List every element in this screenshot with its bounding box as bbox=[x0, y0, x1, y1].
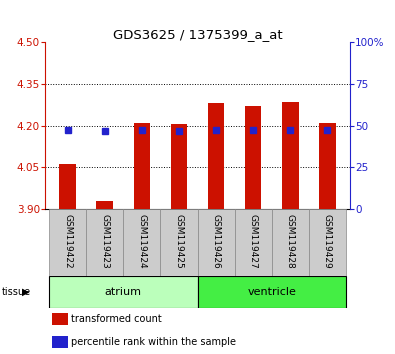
Bar bbox=[134, 123, 150, 209]
Text: transformed count: transformed count bbox=[71, 314, 162, 324]
Text: GSM119425: GSM119425 bbox=[175, 214, 183, 269]
Bar bbox=[319, 123, 336, 209]
Bar bbox=[198, 276, 346, 308]
Bar bbox=[49, 276, 198, 308]
Bar bbox=[309, 209, 346, 276]
Bar bbox=[86, 209, 123, 276]
Bar bbox=[198, 209, 235, 276]
Text: GSM119429: GSM119429 bbox=[323, 214, 332, 269]
Text: GSM119422: GSM119422 bbox=[63, 214, 72, 268]
Bar bbox=[123, 209, 160, 276]
Bar bbox=[51, 336, 68, 348]
Bar bbox=[208, 103, 224, 209]
Text: GSM119423: GSM119423 bbox=[100, 214, 109, 269]
Bar bbox=[282, 102, 299, 209]
Bar bbox=[49, 209, 86, 276]
Title: GDS3625 / 1375399_a_at: GDS3625 / 1375399_a_at bbox=[113, 28, 282, 41]
Text: ▶: ▶ bbox=[22, 287, 29, 297]
Bar bbox=[272, 209, 309, 276]
Text: tissue: tissue bbox=[2, 287, 31, 297]
Text: atrium: atrium bbox=[105, 287, 142, 297]
Text: GSM119424: GSM119424 bbox=[137, 214, 147, 268]
Text: GSM119426: GSM119426 bbox=[212, 214, 220, 269]
Bar bbox=[245, 106, 261, 209]
Text: percentile rank within the sample: percentile rank within the sample bbox=[71, 337, 236, 347]
Bar bbox=[59, 165, 76, 209]
Text: ventricle: ventricle bbox=[247, 287, 296, 297]
Bar bbox=[160, 209, 198, 276]
Text: GSM119427: GSM119427 bbox=[248, 214, 258, 269]
Bar bbox=[96, 200, 113, 209]
Text: GSM119428: GSM119428 bbox=[286, 214, 295, 269]
Bar bbox=[171, 124, 187, 209]
Bar bbox=[235, 209, 272, 276]
Bar bbox=[51, 313, 68, 325]
